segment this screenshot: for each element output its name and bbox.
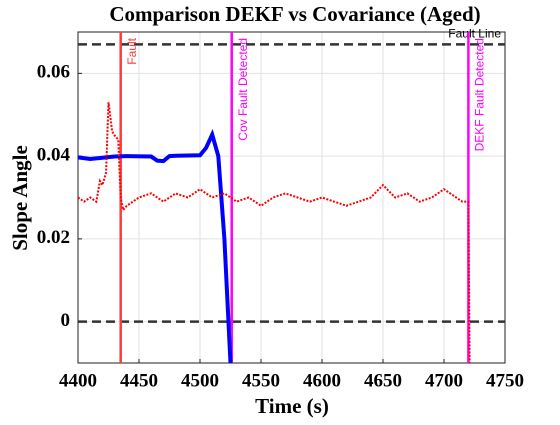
event-label: DEKF Fault Detected — [473, 38, 487, 151]
x-tick-label: 4600 — [303, 370, 341, 391]
x-tick-label: 4650 — [364, 370, 402, 391]
x-axis-label: Time (s) — [255, 394, 329, 418]
y-tick-label: 0 — [61, 310, 71, 331]
x-tick-label: 4550 — [242, 370, 280, 391]
y-tick-label: 0.06 — [37, 62, 70, 83]
series-line — [77, 102, 471, 364]
x-tick-label: 4500 — [181, 370, 219, 391]
event-label: Fault — [125, 37, 139, 64]
series-line — [77, 128, 233, 364]
x-tick-label: 4750 — [486, 370, 524, 391]
chart-title: Comparison DEKF vs Covariance (Aged) — [109, 2, 480, 26]
event-label: Cov Fault Detected — [236, 38, 250, 141]
x-tick-label: 4450 — [120, 370, 158, 391]
x-tick-label: 4400 — [59, 370, 97, 391]
plot-frame — [77, 31, 506, 364]
y-axis-label: Slope Angle — [8, 145, 32, 251]
x-tick-label: 4700 — [425, 370, 463, 391]
y-tick-label: 0.02 — [37, 227, 70, 248]
y-tick-label: 0.04 — [37, 144, 71, 165]
reference-label: Fault Line — [448, 27, 501, 41]
